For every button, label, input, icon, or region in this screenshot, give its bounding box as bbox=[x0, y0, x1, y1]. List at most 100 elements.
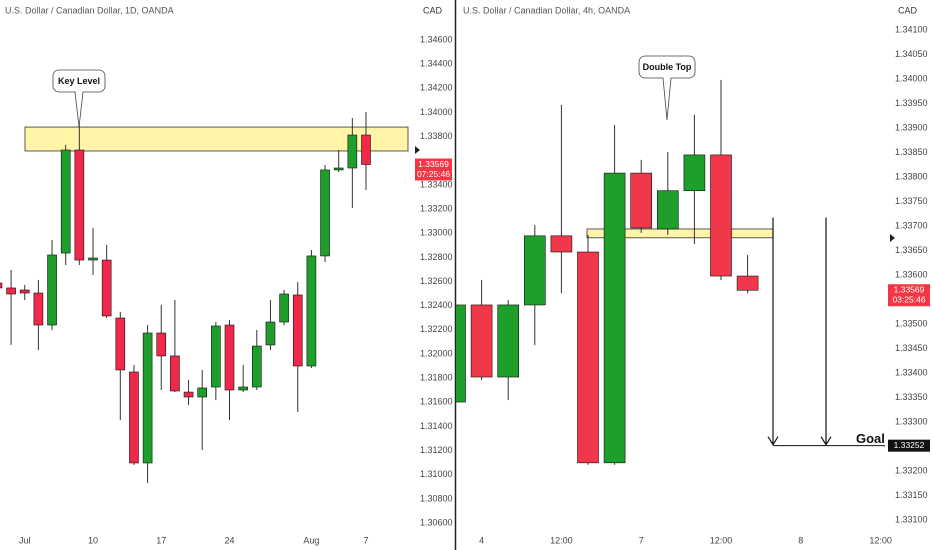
y-tick-label: 1.33450 bbox=[895, 343, 928, 353]
y-tick-label: 1.30600 bbox=[420, 517, 453, 527]
candle-body bbox=[33, 292, 44, 326]
candle-body bbox=[710, 154, 732, 277]
axis-currency: CAD bbox=[898, 5, 918, 15]
callout-pointer bbox=[662, 77, 672, 121]
y-tick-label: 1.34000 bbox=[420, 107, 453, 117]
x-tick-label: 7 bbox=[363, 535, 368, 545]
candle-body bbox=[523, 235, 546, 306]
chart-title: U.S. Dollar / Canadian Dollar, 4h, OANDA bbox=[463, 5, 630, 15]
x-tick-label: 12:00 bbox=[710, 535, 733, 545]
candle-body bbox=[142, 332, 153, 464]
countdown-label: 07:25:46 bbox=[417, 169, 450, 179]
candle-body bbox=[306, 255, 317, 367]
candle-body bbox=[170, 355, 180, 392]
x-tick-label: 12:00 bbox=[869, 535, 892, 545]
scroll-marker bbox=[415, 146, 420, 154]
y-tick-label: 1.33600 bbox=[895, 269, 928, 279]
candle-body bbox=[736, 275, 759, 291]
candle-body bbox=[577, 251, 599, 464]
zone bbox=[24, 126, 409, 152]
y-tick-label: 1.34050 bbox=[895, 49, 928, 59]
candle-body bbox=[115, 317, 126, 371]
y-tick-label: 1.33500 bbox=[895, 318, 928, 328]
y-tick-label: 1.32800 bbox=[420, 252, 453, 262]
candle-body bbox=[603, 172, 626, 464]
candle-body bbox=[211, 325, 221, 388]
y-tick-label: 1.33350 bbox=[895, 392, 928, 402]
y-tick-label: 1.31600 bbox=[420, 397, 453, 407]
callout-text: Double Top bbox=[643, 62, 692, 72]
y-tick-label: 1.31200 bbox=[420, 445, 453, 455]
y-tick-label: 1.32600 bbox=[420, 276, 453, 286]
callout-text: Key Level bbox=[58, 76, 100, 86]
candle-body bbox=[6, 287, 16, 295]
candle-body bbox=[60, 149, 71, 254]
y-tick-label: 1.32400 bbox=[420, 300, 453, 310]
candle-body bbox=[183, 391, 194, 398]
last-price-label: 1.33569 bbox=[894, 284, 925, 294]
x-tick-label: Jul bbox=[19, 535, 31, 545]
y-tick-label: 1.33400 bbox=[420, 179, 453, 189]
axis-currency: CAD bbox=[423, 5, 443, 15]
candle-body bbox=[74, 149, 85, 261]
candle-body bbox=[550, 235, 573, 253]
y-tick-label: 1.33750 bbox=[895, 196, 928, 206]
candle-body bbox=[252, 345, 262, 388]
y-tick-label: 1.32200 bbox=[420, 324, 453, 334]
goal-arrowhead bbox=[767, 436, 779, 446]
candle-body bbox=[470, 304, 493, 378]
y-tick-label: 1.31400 bbox=[420, 421, 453, 431]
candle-body bbox=[347, 134, 358, 169]
y-tick-label: 1.33200 bbox=[420, 203, 453, 213]
x-tick-label: 17 bbox=[156, 535, 166, 545]
y-tick-label: 1.33950 bbox=[895, 98, 928, 108]
y-tick-label: 1.33100 bbox=[895, 515, 928, 525]
candle-body bbox=[456, 304, 466, 403]
candle-body bbox=[47, 254, 57, 326]
candle-body bbox=[656, 190, 679, 230]
y-tick-label: 1.34600 bbox=[420, 34, 453, 44]
candle-body bbox=[238, 386, 248, 391]
x-tick-label: 24 bbox=[224, 535, 234, 545]
candle-body bbox=[156, 332, 167, 357]
candle-body bbox=[683, 154, 706, 192]
candle-body bbox=[497, 304, 520, 378]
plot-area bbox=[0, 111, 409, 484]
y-tick-label: 1.32000 bbox=[420, 348, 453, 358]
y-tick-label: 1.33400 bbox=[895, 367, 928, 377]
candle-body bbox=[224, 324, 235, 391]
goal-price-label: 1.33252 bbox=[894, 440, 925, 450]
y-tick-label: 1.33700 bbox=[895, 220, 928, 230]
last-price-box bbox=[415, 158, 452, 181]
candle-body bbox=[197, 387, 207, 398]
goal-arrowhead bbox=[820, 436, 832, 446]
goal-text: Goal bbox=[856, 431, 885, 446]
y-tick-label: 1.33850 bbox=[895, 147, 928, 157]
candle-body bbox=[630, 172, 653, 229]
plot-area bbox=[456, 79, 774, 465]
candle-body bbox=[279, 293, 289, 323]
candle-body bbox=[0, 282, 3, 289]
y-tick-label: 1.30800 bbox=[420, 493, 453, 503]
y-tick-label: 1.33150 bbox=[895, 490, 928, 500]
candle-body bbox=[361, 134, 371, 165]
x-tick-label: 7 bbox=[639, 535, 644, 545]
x-tick-label: 8 bbox=[798, 535, 803, 545]
last-price-box bbox=[888, 284, 930, 307]
x-tick-label: 4 bbox=[479, 535, 484, 545]
countdown-label: 03:25:46 bbox=[892, 294, 925, 304]
y-tick-label: 1.31000 bbox=[420, 469, 453, 479]
y-tick-label: 1.31800 bbox=[420, 373, 453, 383]
candle-body bbox=[101, 259, 112, 317]
scroll-marker bbox=[890, 234, 895, 242]
y-tick-label: 1.34000 bbox=[895, 73, 928, 83]
y-tick-label: 1.33800 bbox=[420, 131, 453, 141]
callout-pointer bbox=[74, 91, 84, 128]
y-tick-label: 1.33650 bbox=[895, 245, 928, 255]
candle-body bbox=[333, 167, 344, 171]
candle-body bbox=[19, 289, 30, 294]
x-tick-label: 12:00 bbox=[550, 535, 573, 545]
x-tick-label: 10 bbox=[88, 535, 98, 545]
y-tick-label: 1.33800 bbox=[895, 171, 928, 181]
